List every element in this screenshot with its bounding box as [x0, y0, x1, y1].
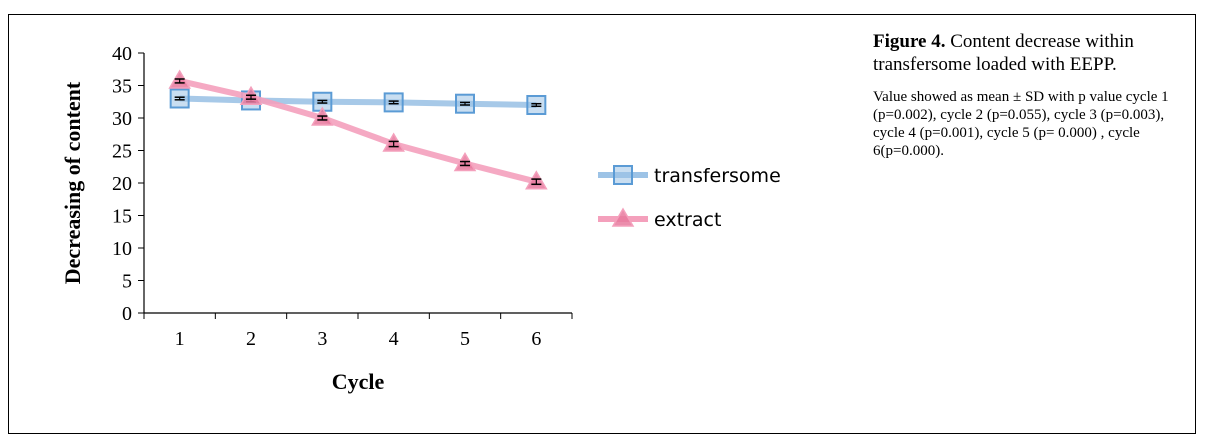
y-tick-label: 40	[112, 43, 132, 65]
x-tick-label: 6	[531, 328, 541, 350]
x-tick-label: 1	[175, 328, 185, 350]
caption-note: Value showed as mean ± SD with p value c…	[873, 89, 1169, 159]
y-tick-label: 0	[122, 303, 132, 325]
caption-text: Content decrease within transfersome loa…	[873, 31, 1134, 75]
figure-caption: Figure 4. Content decrease within transf…	[873, 30, 1193, 160]
legend-label: transfersome	[654, 165, 781, 187]
y-axis-title: Decreasing of content	[60, 81, 85, 284]
x-tick-label: 2	[246, 328, 256, 350]
series-line-transfersome	[179, 95, 537, 108]
caption-main: Figure 4. Content decrease within transf…	[873, 30, 1193, 76]
x-tick-label: 5	[460, 328, 470, 350]
y-tick-label: 5	[122, 271, 132, 293]
legend-marker	[613, 165, 633, 185]
y-tick-label: 15	[112, 206, 132, 228]
x-axis-title: Cycle	[332, 369, 385, 394]
x-tick-label: 3	[317, 328, 327, 350]
x-tick-label: 4	[389, 328, 399, 350]
y-tick-label: 25	[112, 141, 132, 163]
y-tick-label: 30	[112, 108, 132, 130]
series-line-extract	[179, 78, 538, 185]
line-chart: 0 5 10 15 20 25 30 35 40 1 2 3 4 5 6 Cycle Decreasing of…	[60, 43, 781, 394]
y-tick-label: 20	[112, 173, 132, 195]
caption-label: Figure 4.	[873, 31, 946, 52]
legend-label: extract	[654, 209, 721, 231]
y-tick-label: 35	[112, 76, 132, 98]
y-tick-label: 10	[112, 238, 132, 260]
legend-marker	[611, 207, 635, 227]
